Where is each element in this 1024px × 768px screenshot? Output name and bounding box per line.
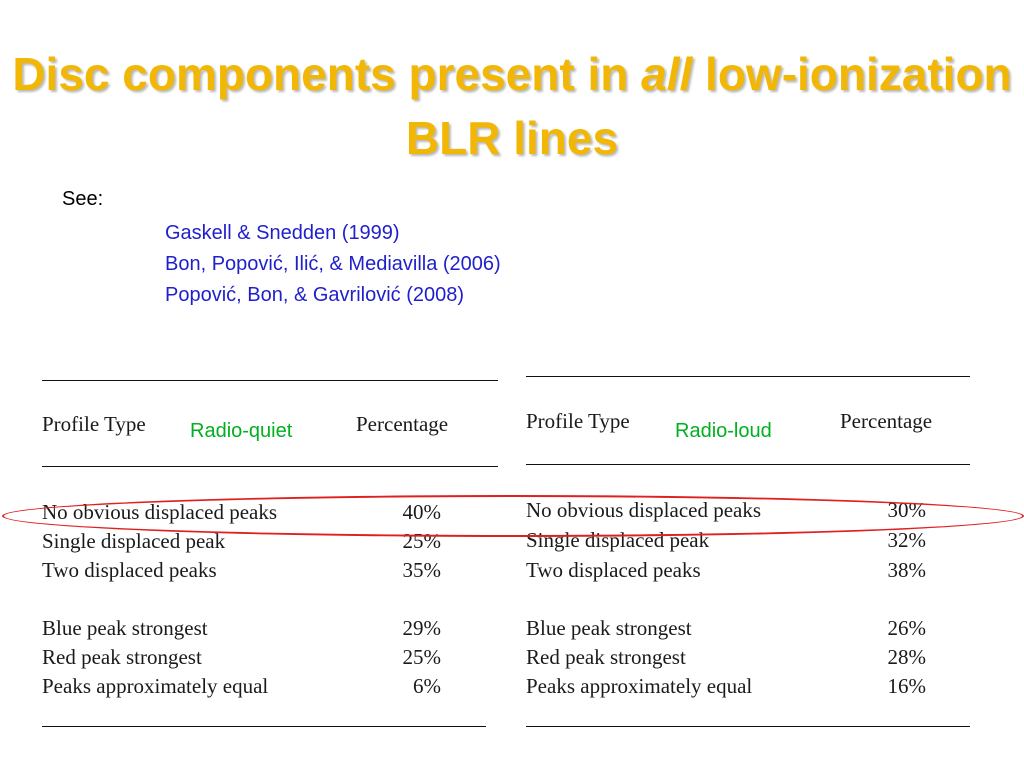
table-row: Two displaced peaks 38% (526, 556, 970, 585)
highlight-ellipse (2, 495, 1024, 537)
row-value: 25% (402, 645, 442, 669)
table-row: Two displaced peaks 35% (42, 556, 498, 585)
table-rule-bottom (526, 726, 970, 727)
header-profile-type: Profile Type (526, 409, 630, 433)
row-value: 16% (887, 674, 927, 698)
table-radio-loud: Profile Type Radio-loud Percentage No ob… (526, 368, 976, 740)
table-rule-header (526, 464, 970, 465)
table-row: Red peak strongest 28% (526, 643, 970, 672)
row-value: 35% (402, 558, 442, 582)
table-row: Peaks approximately equal 16% (526, 672, 970, 701)
title-italic: all (641, 48, 693, 100)
row-value: 38% (887, 558, 927, 582)
row-label: Peaks approximately equal (42, 674, 269, 698)
row-value: 28% (887, 645, 927, 669)
table-rule-header (42, 466, 498, 467)
row-label: Single displaced peak (42, 529, 226, 553)
reference-item: Bon, Popović, Ilić, & Mediavilla (2006) (165, 253, 501, 275)
row-value: 6% (413, 674, 441, 698)
row-label: Peaks approximately equal (526, 674, 753, 698)
table-row: Blue peak strongest 26% (526, 614, 970, 643)
title-part-1: Disc components present in (12, 48, 642, 100)
row-label: Blue peak strongest (526, 616, 692, 640)
reference-list: Gaskell & Snedden (1999) Bon, Popović, I… (165, 218, 501, 311)
row-label: Two displaced peaks (42, 558, 217, 582)
header-profile-type: Profile Type (42, 412, 146, 436)
header-percentage: Percentage (840, 409, 933, 433)
slide-title: Disc components present in all low-ioniz… (0, 42, 1024, 170)
row-label: Blue peak strongest (42, 616, 208, 640)
radio-loud-tag: Radio-loud (675, 420, 772, 442)
see-label: See: (62, 188, 104, 210)
row-label: Two displaced peaks (526, 558, 701, 582)
table-radio-quiet: Profile Type Radio-quiet Percentage No o… (42, 370, 502, 740)
reference-item: Gaskell & Snedden (1999) (165, 222, 400, 244)
table-row: Red peak strongest 25% (42, 643, 498, 672)
table-row: Single displaced peak 25% (42, 527, 498, 556)
radio-quiet-tag: Radio-quiet (190, 420, 293, 442)
table-rule-bottom (42, 726, 486, 727)
row-value: 29% (402, 616, 442, 640)
row-label: Red peak strongest (42, 645, 202, 669)
reference-item: Popović, Bon, & Gavrilović (2008) (165, 284, 465, 306)
table-row: Blue peak strongest 29% (42, 614, 498, 643)
table-rule-top (42, 380, 498, 381)
title-line-1: Disc components present in all low-ioniz… (0, 42, 1024, 170)
row-value: 32% (887, 528, 927, 552)
header-percentage: Percentage (356, 412, 449, 436)
title-part-2: low-ionization BLR lines (405, 48, 1012, 164)
row-label: Red peak strongest (526, 645, 686, 669)
table-rule-top (526, 376, 970, 377)
table-row: Peaks approximately equal 6% (42, 672, 498, 701)
row-value: 26% (887, 616, 927, 640)
